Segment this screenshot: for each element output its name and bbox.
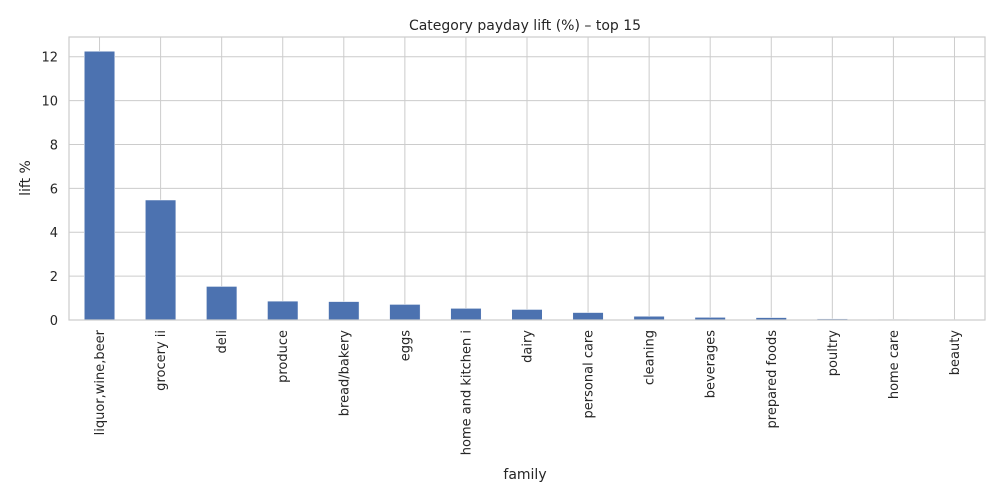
y-tick-label: 6	[50, 182, 58, 197]
x-tick-label: bread/bakery	[337, 330, 352, 417]
bar-1	[145, 199, 177, 321]
y-tick-label: 4	[50, 226, 58, 241]
x-tick-labels: liquor,wine,beer grocery ii deli produce bre…	[93, 329, 963, 455]
x-tick-label: liquor,wine,beer	[93, 329, 108, 435]
y-tick-label: 12	[41, 51, 58, 66]
x-tick-label: poultry	[826, 330, 841, 376]
x-tick-label: prepared foods	[765, 330, 780, 429]
y-axis-label: lift %	[18, 160, 34, 196]
bar-2	[206, 286, 238, 321]
y-tick-label: 0	[50, 314, 58, 329]
bar-3	[267, 300, 299, 321]
bar-6	[450, 308, 482, 321]
x-tick-label: beverages	[704, 330, 719, 399]
grid-layer	[69, 37, 985, 321]
y-tick-label: 8	[50, 138, 58, 153]
x-tick-label: cleaning	[643, 330, 658, 385]
plot-frame	[68, 36, 986, 321]
x-tick-label: home and kitchen i	[459, 330, 474, 455]
x-axis-label: family	[503, 467, 546, 483]
bar-4	[328, 301, 360, 321]
bar-8	[572, 312, 604, 321]
x-tick-label: deli	[215, 330, 230, 353]
bar-5	[389, 304, 421, 321]
x-tick-label: dairy	[521, 330, 536, 363]
x-tick-label: beauty	[948, 330, 963, 376]
y-tick-label: 10	[41, 95, 58, 110]
chart-title: Category payday lift (%) – top 15	[409, 18, 641, 34]
bar-7	[511, 309, 543, 321]
x-tick-label: grocery ii	[154, 330, 169, 391]
bars-layer	[84, 51, 970, 321]
x-tick-label: eggs	[398, 330, 413, 362]
x-tick-label: personal care	[582, 330, 597, 418]
bar-0	[84, 51, 116, 321]
x-tick-label: produce	[276, 330, 291, 383]
y-tick-labels: 0 2 4 6 8 10 12	[41, 51, 58, 329]
y-tick-label: 2	[50, 270, 58, 285]
x-tick-label: home care	[887, 330, 902, 399]
